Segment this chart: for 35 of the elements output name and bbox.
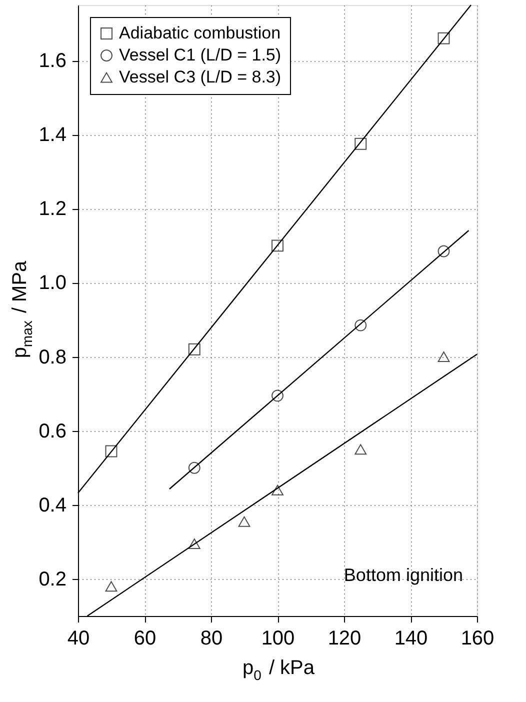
y-tick-label: 0.2 bbox=[38, 568, 66, 590]
legend-label: Vessel C3 (L/D = 8.3) bbox=[119, 68, 282, 86]
point bbox=[238, 516, 250, 527]
point bbox=[188, 462, 200, 474]
y-tick-label: 1.2 bbox=[38, 198, 66, 220]
y-tick-label: 0.6 bbox=[38, 420, 66, 442]
x-tick-label: 40 bbox=[67, 628, 90, 650]
point bbox=[354, 138, 367, 150]
y-tick-label: 1.6 bbox=[38, 50, 66, 72]
y-tick-label: 0.4 bbox=[38, 494, 66, 516]
y-tick-label: 1.4 bbox=[38, 124, 66, 146]
point bbox=[438, 32, 450, 44]
legend-label: Adiabatic combustion bbox=[119, 24, 281, 42]
y-axis-title: pmax / MPa bbox=[9, 260, 35, 358]
y-tick-label: 1.0 bbox=[38, 272, 66, 294]
x-tick-label: 100 bbox=[261, 628, 295, 650]
x-tick-label: 140 bbox=[394, 628, 428, 650]
point bbox=[438, 352, 450, 362]
x-tick-label: 80 bbox=[200, 628, 223, 650]
y-tick-label: 0.8 bbox=[38, 346, 66, 368]
point bbox=[188, 538, 200, 550]
point bbox=[354, 444, 367, 455]
point bbox=[105, 581, 118, 592]
point bbox=[272, 484, 284, 496]
point bbox=[438, 245, 450, 258]
annotation: Bottom ignition bbox=[344, 565, 463, 585]
x-tick-label: 160 bbox=[460, 628, 494, 650]
point bbox=[105, 445, 118, 458]
point bbox=[354, 319, 367, 332]
point bbox=[272, 390, 284, 402]
x-tick-label: 120 bbox=[328, 628, 362, 650]
point bbox=[272, 240, 284, 252]
legend-label: Vessel C1 (L/D = 1.5) bbox=[119, 46, 282, 64]
x-tick-label: 60 bbox=[134, 628, 156, 650]
point bbox=[188, 343, 200, 356]
